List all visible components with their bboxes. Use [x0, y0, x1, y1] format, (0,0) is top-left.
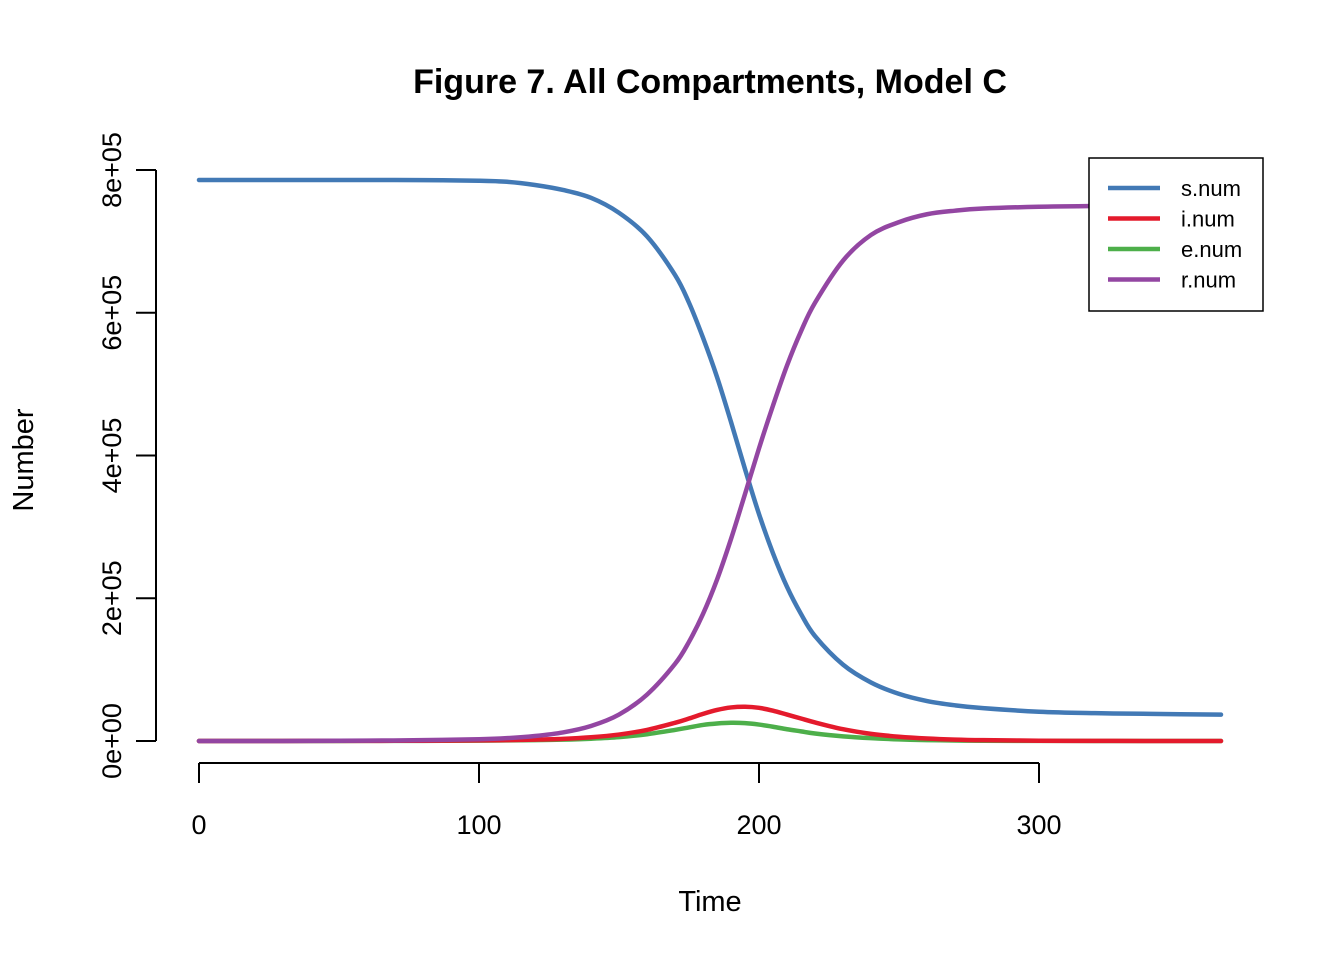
legend: s.num i.num e.num r.num: [1088, 157, 1264, 312]
x-axis-label: Time: [678, 886, 741, 918]
x-axis: 0 100 200 300: [191, 762, 1062, 840]
series-line-s-num: [196, 177, 1224, 717]
x-tick-label: 100: [456, 810, 501, 840]
y-axis: 0e+00 2e+05 4e+05 6e+05 8e+05: [97, 132, 157, 779]
y-tick-label: 8e+05: [97, 132, 127, 208]
legend-label-e-num: e.num: [1181, 237, 1242, 262]
y-tick-label: 2e+05: [97, 560, 127, 636]
chart-title: Figure 7. All Compartments, Model C: [413, 63, 1007, 101]
legend-label-s-num: s.num: [1181, 176, 1241, 201]
series-group: [196, 177, 1224, 744]
y-tick-label: 0e+00: [97, 703, 127, 779]
y-tick-label: 4e+05: [97, 418, 127, 494]
x-tick-label: 300: [1016, 810, 1061, 840]
x-tick-label: 0: [191, 810, 206, 840]
x-tick-label: 200: [736, 810, 781, 840]
series-line-e-num: [196, 720, 1224, 744]
y-tick-label: 6e+05: [97, 275, 127, 351]
series-line-r-num: [196, 203, 1224, 744]
legend-label-i-num: i.num: [1181, 207, 1235, 232]
legend-label-r-num: r.num: [1181, 268, 1236, 293]
y-axis-label: Number: [8, 408, 40, 511]
legend-box: [1088, 157, 1264, 312]
